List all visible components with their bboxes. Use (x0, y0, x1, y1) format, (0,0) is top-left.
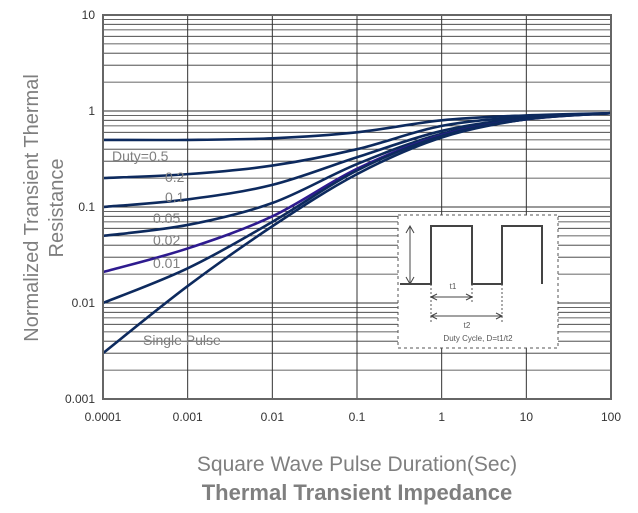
x-tick-label: 100 (601, 410, 621, 424)
series-annotation: 0.2 (165, 169, 185, 185)
t2-arrowheads (429, 312, 504, 320)
duty-cycle-inset: t1 t2 Duty Cycle, D=t1/t2 (397, 214, 559, 349)
amplitude-arrowheads (405, 224, 415, 286)
series-line-single-pulse (102, 111, 612, 355)
series-annotation: Duty=0.5 (112, 148, 169, 164)
x-tick-label: 0.001 (173, 410, 203, 424)
series-group (102, 111, 612, 355)
y-tick-label: 1 (88, 104, 95, 118)
y-tick-label: 0.1 (78, 200, 95, 214)
y-tick-label: 0.01 (72, 296, 96, 310)
t1-label: t1 (450, 282, 457, 291)
series-annotation: 0.02 (153, 232, 180, 248)
series-annotation: 0.01 (153, 255, 180, 271)
x-tick-label: 10 (520, 410, 534, 424)
duty-cycle-caption: Duty Cycle, D=t1/t2 (443, 334, 513, 343)
x-tick-label: 0.1 (349, 410, 366, 424)
x-tick-label: 0.01 (261, 410, 285, 424)
series-annotation: 0.1 (165, 189, 185, 205)
plot-frame (102, 14, 612, 400)
y-tick-label: 10 (82, 8, 96, 22)
series-line-duty-0-5 (102, 111, 612, 142)
series-annotation: 0.05 (153, 210, 180, 226)
x-tick-labels: 0.0001 0.001 0.01 0.1 1 10 100 (85, 410, 622, 424)
series-annotation: Single Pulse (143, 332, 221, 348)
chart-title: Thermal Transient Impedance (201, 480, 513, 505)
x-tick-label: 0.0001 (85, 410, 122, 424)
y-tick-labels: 0.001 0.01 0.1 1 10 (65, 8, 95, 406)
inset-background (398, 215, 558, 348)
inset-border (397, 214, 559, 349)
y-tick-label: 0.001 (65, 392, 95, 406)
x-axis-label: Square Wave Pulse Duration(Sec) (196, 453, 518, 476)
y-axis-label-line2: Resistance (46, 159, 68, 258)
t1-arrowheads (429, 293, 474, 301)
x-tick-label: 1 (438, 410, 445, 424)
series-annotations: Duty=0.5 0.2 0.1 0.05 0.02 0.01 Single Pulse (112, 148, 221, 348)
y-axis-label-line1: Normalized Transient Thermal (21, 74, 43, 342)
t2-label: t2 (464, 321, 471, 330)
